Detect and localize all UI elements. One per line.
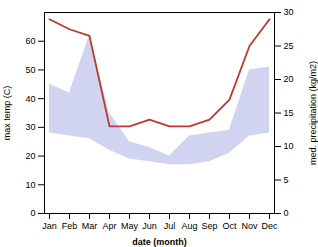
svg-text:Dec: Dec [261,221,278,231]
svg-text:20: 20 [284,74,294,84]
svg-text:30: 30 [284,7,294,17]
svg-text:Jul: Jul [164,221,176,231]
svg-text:30: 30 [25,122,35,132]
svg-text:5: 5 [284,175,289,185]
svg-text:Feb: Feb [62,221,78,231]
svg-text:10: 10 [284,141,294,151]
svg-text:0: 0 [30,208,35,218]
svg-text:Aug: Aug [181,221,197,231]
svg-text:max temp (C): max temp (C) [2,86,12,141]
svg-text:Sep: Sep [201,221,217,231]
svg-text:25: 25 [284,41,294,51]
svg-text:0: 0 [284,208,289,218]
svg-text:60: 60 [25,36,35,46]
svg-text:May: May [121,221,139,231]
svg-text:Oct: Oct [222,221,237,231]
svg-text:Jun: Jun [142,221,157,231]
svg-text:date (month): date (month) [132,237,187,247]
svg-text:20: 20 [25,151,35,161]
svg-text:Jan: Jan [42,221,57,231]
svg-text:Apr: Apr [102,221,116,231]
svg-text:10: 10 [25,180,35,190]
svg-text:med. precipitation (kg/m2): med. precipitation (kg/m2) [308,61,318,165]
svg-text:Nov: Nov [241,221,258,231]
svg-text:40: 40 [25,94,35,104]
svg-text:Mar: Mar [82,221,98,231]
svg-text:15: 15 [284,108,294,118]
svg-text:50: 50 [25,65,35,75]
